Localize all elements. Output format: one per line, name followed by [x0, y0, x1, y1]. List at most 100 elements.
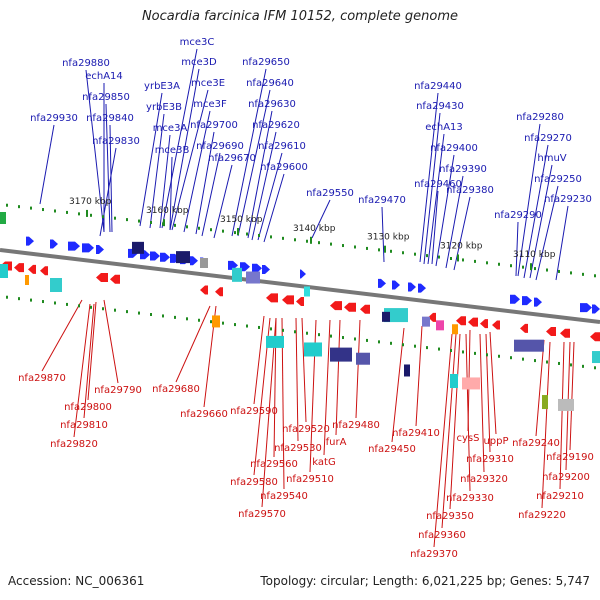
gene-label[interactable]: nfa29930 — [30, 113, 78, 124]
reverse-gene-arrow[interactable] — [96, 273, 108, 283]
gene-label[interactable]: nfa29450 — [368, 444, 416, 455]
gene-label[interactable]: nfa29830 — [92, 136, 140, 147]
gene-label[interactable]: nfa29540 — [260, 491, 308, 502]
reverse-gene-arrow[interactable] — [110, 274, 120, 284]
feature-box[interactable] — [330, 347, 352, 362]
gene-label[interactable]: nfa29240 — [512, 438, 560, 449]
forward-gene-arrow[interactable] — [50, 239, 58, 249]
feature-box[interactable] — [436, 320, 444, 331]
feature-box[interactable] — [452, 324, 458, 335]
feature-box[interactable] — [404, 364, 410, 377]
feature-box[interactable] — [462, 377, 480, 390]
gene-label[interactable]: nfa29480 — [332, 420, 380, 431]
gene-label[interactable]: nfa29640 — [246, 78, 294, 89]
gene-label[interactable]: mce3D — [181, 57, 217, 68]
gene-label[interactable]: nfa29510 — [286, 474, 334, 485]
gene-label[interactable]: nfa29680 — [152, 384, 200, 395]
gene-label[interactable]: nfa29460 — [414, 179, 462, 190]
gene-label[interactable]: nfa29280 — [516, 112, 564, 123]
feature-box[interactable] — [50, 278, 62, 292]
reverse-gene-arrow[interactable] — [520, 323, 528, 333]
reverse-gene-arrow[interactable] — [40, 266, 48, 276]
feature-box[interactable] — [356, 352, 370, 365]
gene-label[interactable]: mce3C — [180, 37, 215, 48]
gene-label[interactable]: nfa29670 — [208, 153, 256, 164]
feature-box[interactable] — [246, 271, 260, 284]
reverse-gene-arrow[interactable] — [200, 285, 208, 295]
gene-label[interactable]: nfa29580 — [230, 477, 278, 488]
reverse-gene-arrow[interactable] — [344, 302, 356, 312]
reverse-gene-arrow[interactable] — [14, 263, 24, 273]
reverse-gene-arrow[interactable] — [560, 328, 570, 338]
reverse-gene-arrow[interactable] — [546, 327, 556, 337]
gene-label[interactable]: nfa29800 — [64, 402, 112, 413]
forward-gene-arrow[interactable] — [522, 296, 532, 306]
gene-label[interactable]: nfa29880 — [62, 58, 110, 69]
gene-label[interactable]: nfa29320 — [460, 474, 508, 485]
reverse-gene-arrow[interactable] — [480, 319, 488, 329]
feature-box[interactable] — [0, 212, 6, 224]
gene-label[interactable]: nfa29700 — [190, 120, 238, 131]
gene-label[interactable]: nfa29470 — [358, 195, 406, 206]
feature-box[interactable] — [514, 339, 544, 352]
gene-label[interactable]: nfa29590 — [230, 406, 278, 417]
gene-label[interactable]: nfa29310 — [466, 454, 514, 465]
forward-gene-arrow[interactable] — [592, 304, 600, 314]
gene-label[interactable]: nfa29820 — [50, 439, 98, 450]
gene-label[interactable]: uppP — [483, 436, 508, 447]
gene-label[interactable]: nfa29810 — [60, 420, 108, 431]
forward-gene-arrow[interactable] — [160, 252, 170, 262]
feature-box[interactable] — [232, 267, 242, 282]
gene-label[interactable]: nfa29660 — [180, 409, 228, 420]
feature-box[interactable] — [542, 395, 548, 410]
gene-label[interactable]: nfa29410 — [392, 428, 440, 439]
feature-box[interactable] — [304, 286, 310, 297]
gene-label[interactable]: nfa29520 — [282, 424, 330, 435]
gene-label[interactable]: yrbE3A — [144, 81, 180, 92]
feature-box[interactable] — [450, 374, 458, 388]
feature-box[interactable] — [382, 311, 390, 322]
gene-label[interactable]: mce3B — [155, 145, 190, 156]
forward-gene-arrow[interactable] — [96, 245, 104, 255]
feature-box[interactable] — [132, 241, 144, 254]
gene-label[interactable]: nfa29360 — [418, 530, 466, 541]
gene-label[interactable]: nfa29850 — [82, 92, 130, 103]
gene-label[interactable]: nfa29230 — [544, 194, 592, 205]
gene-label[interactable]: furA — [326, 437, 347, 448]
forward-gene-arrow[interactable] — [240, 262, 250, 272]
forward-gene-arrow[interactable] — [378, 278, 386, 288]
gene-label[interactable]: nfa29270 — [524, 133, 572, 144]
feature-box[interactable] — [200, 258, 208, 268]
gene-label[interactable]: nfa29600 — [260, 162, 308, 173]
feature-box[interactable] — [592, 351, 600, 364]
gene-label[interactable]: nfa29430 — [416, 101, 464, 112]
reverse-gene-arrow[interactable] — [590, 332, 600, 342]
forward-gene-arrow[interactable] — [82, 243, 94, 253]
feature-box[interactable] — [266, 335, 284, 348]
gene-label[interactable]: nfa29190 — [546, 452, 594, 463]
gene-label[interactable]: nfa29220 — [518, 510, 566, 521]
gene-label[interactable]: nfa29650 — [242, 57, 290, 68]
gene-label[interactable]: katG — [312, 457, 335, 468]
reverse-gene-arrow[interactable] — [282, 295, 294, 305]
gene-label[interactable]: nfa29200 — [542, 472, 590, 483]
reverse-gene-arrow[interactable] — [428, 312, 436, 322]
gene-label[interactable]: nfa29530 — [274, 443, 322, 454]
feature-box[interactable] — [212, 315, 220, 328]
forward-gene-arrow[interactable] — [190, 256, 198, 266]
gene-label[interactable]: nfa29250 — [534, 174, 582, 185]
forward-gene-arrow[interactable] — [262, 264, 270, 274]
reverse-gene-arrow[interactable] — [266, 293, 278, 303]
reverse-gene-arrow[interactable] — [360, 304, 370, 314]
gene-label[interactable]: nfa29390 — [439, 164, 487, 175]
gene-label[interactable]: nfa29690 — [196, 141, 244, 152]
forward-gene-arrow[interactable] — [252, 263, 262, 273]
forward-gene-arrow[interactable] — [580, 303, 592, 313]
reverse-gene-arrow[interactable] — [456, 316, 466, 326]
reverse-gene-arrow[interactable] — [215, 287, 223, 297]
gene-label[interactable]: nfa29550 — [306, 188, 354, 199]
reverse-gene-arrow[interactable] — [28, 264, 36, 274]
gene-label[interactable]: nfa29350 — [426, 511, 474, 522]
forward-gene-arrow[interactable] — [392, 280, 400, 290]
gene-label[interactable]: nfa29620 — [252, 120, 300, 131]
